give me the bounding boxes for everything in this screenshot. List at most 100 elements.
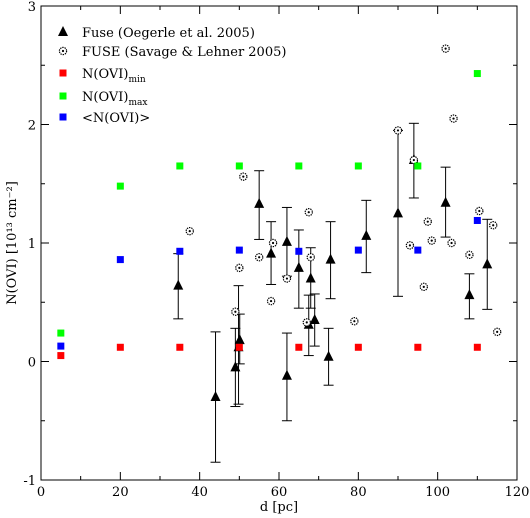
data-point [492,327,502,337]
y-tick-label: 0 [28,356,36,371]
x-tick-label: 100 [425,485,450,500]
x-tick-label: 120 [505,485,530,500]
data-point [295,247,303,255]
marker-dot [426,220,429,223]
data-point [464,289,475,300]
marker-dot [242,175,245,178]
legend-label-subscript: min [128,75,145,85]
marker-dot [452,117,455,120]
legend-label: N(OVI)max [82,90,147,108]
data-point [173,279,184,290]
x-axis-label: d [pc] [260,500,298,515]
data-point [176,343,184,351]
data-point [57,352,65,360]
y-tick-label: 2 [28,119,36,134]
marker-dot [408,244,411,247]
data-point [185,226,194,236]
data-point [405,241,415,250]
data-point [254,253,264,262]
data-point [354,162,362,170]
data-point [309,314,320,325]
data-point [409,155,419,165]
marker-dot [234,310,237,313]
data-point [295,162,303,170]
legend-marker [59,113,67,121]
marker-dot [258,256,261,259]
data-point [441,44,450,53]
data-point [116,256,124,264]
marker-dot [309,256,312,259]
y-tick-label: 3 [28,0,36,15]
marker-dot [492,224,495,227]
data-point [306,253,315,262]
data-point [414,162,422,170]
marker-dot [430,239,433,242]
marker-dot [269,299,273,303]
marker-dot [61,49,65,53]
data-point [419,282,428,292]
marker-dot [307,211,310,214]
legend-label-main: N(OVI) [82,67,128,82]
data-point [268,238,278,248]
x-tick-label: 40 [191,485,208,500]
data-point [323,350,334,361]
data-point [475,206,484,216]
data-point [473,216,481,224]
data-points [57,44,502,402]
y-axis-label: N(OVI) [10¹³ cm⁻²] [5,181,20,305]
legend-label: FUSE (Savage & Lehner 2005) [82,45,286,60]
marker-dot [496,330,499,333]
legend-label-main: <N(OVI)> [82,111,150,126]
data-point [449,114,458,123]
data-point [489,221,498,230]
legend-label-main: N(OVI) [82,90,128,105]
marker-dot [450,241,453,245]
legend-label: N(OVI)min [82,67,146,85]
data-point [305,272,316,283]
data-point [293,261,304,272]
marker-dot [353,320,356,323]
data-point [295,343,303,351]
data-point [57,342,65,350]
data-point [116,182,124,190]
legend-label-main: FUSE (Savage & Lehner 2005) [82,45,286,60]
data-point [281,369,292,380]
data-point [235,263,244,273]
data-point [239,172,248,181]
marker-dot [412,158,415,162]
data-point [116,343,124,351]
legend: Fuse (Oegerle et al. 2005) FUSE (Savage &… [58,26,286,126]
y-tick-label: -1 [23,474,36,489]
legend-marker [59,69,67,77]
legend-label: Fuse (Oegerle et al. 2005) [82,26,255,41]
data-point [282,274,292,283]
data-point [302,318,311,327]
x-tick-label: 60 [271,485,288,500]
marker-dot [468,253,471,256]
data-point [361,229,372,240]
data-point [281,235,292,246]
marker-dot [396,129,400,132]
data-point [235,162,243,170]
data-point [234,334,245,345]
data-point [440,196,451,207]
marker-dot [285,277,289,280]
error-bars [173,122,493,463]
marker-dot [478,209,481,213]
data-point [482,258,493,269]
data-point [414,343,422,351]
data-point [325,253,336,264]
legend-marker [58,46,68,56]
legend-label-subscript: max [128,98,147,108]
x-tick-label: 20 [112,485,129,500]
data-point [231,307,240,316]
legend-marker [59,92,67,100]
data-point [447,238,456,248]
data-point [266,247,277,258]
data-point [176,162,184,170]
data-point [414,246,422,254]
data-point [465,250,474,260]
legend-label: <N(OVI)> [82,111,150,126]
y-tick-label: 1 [28,237,36,252]
